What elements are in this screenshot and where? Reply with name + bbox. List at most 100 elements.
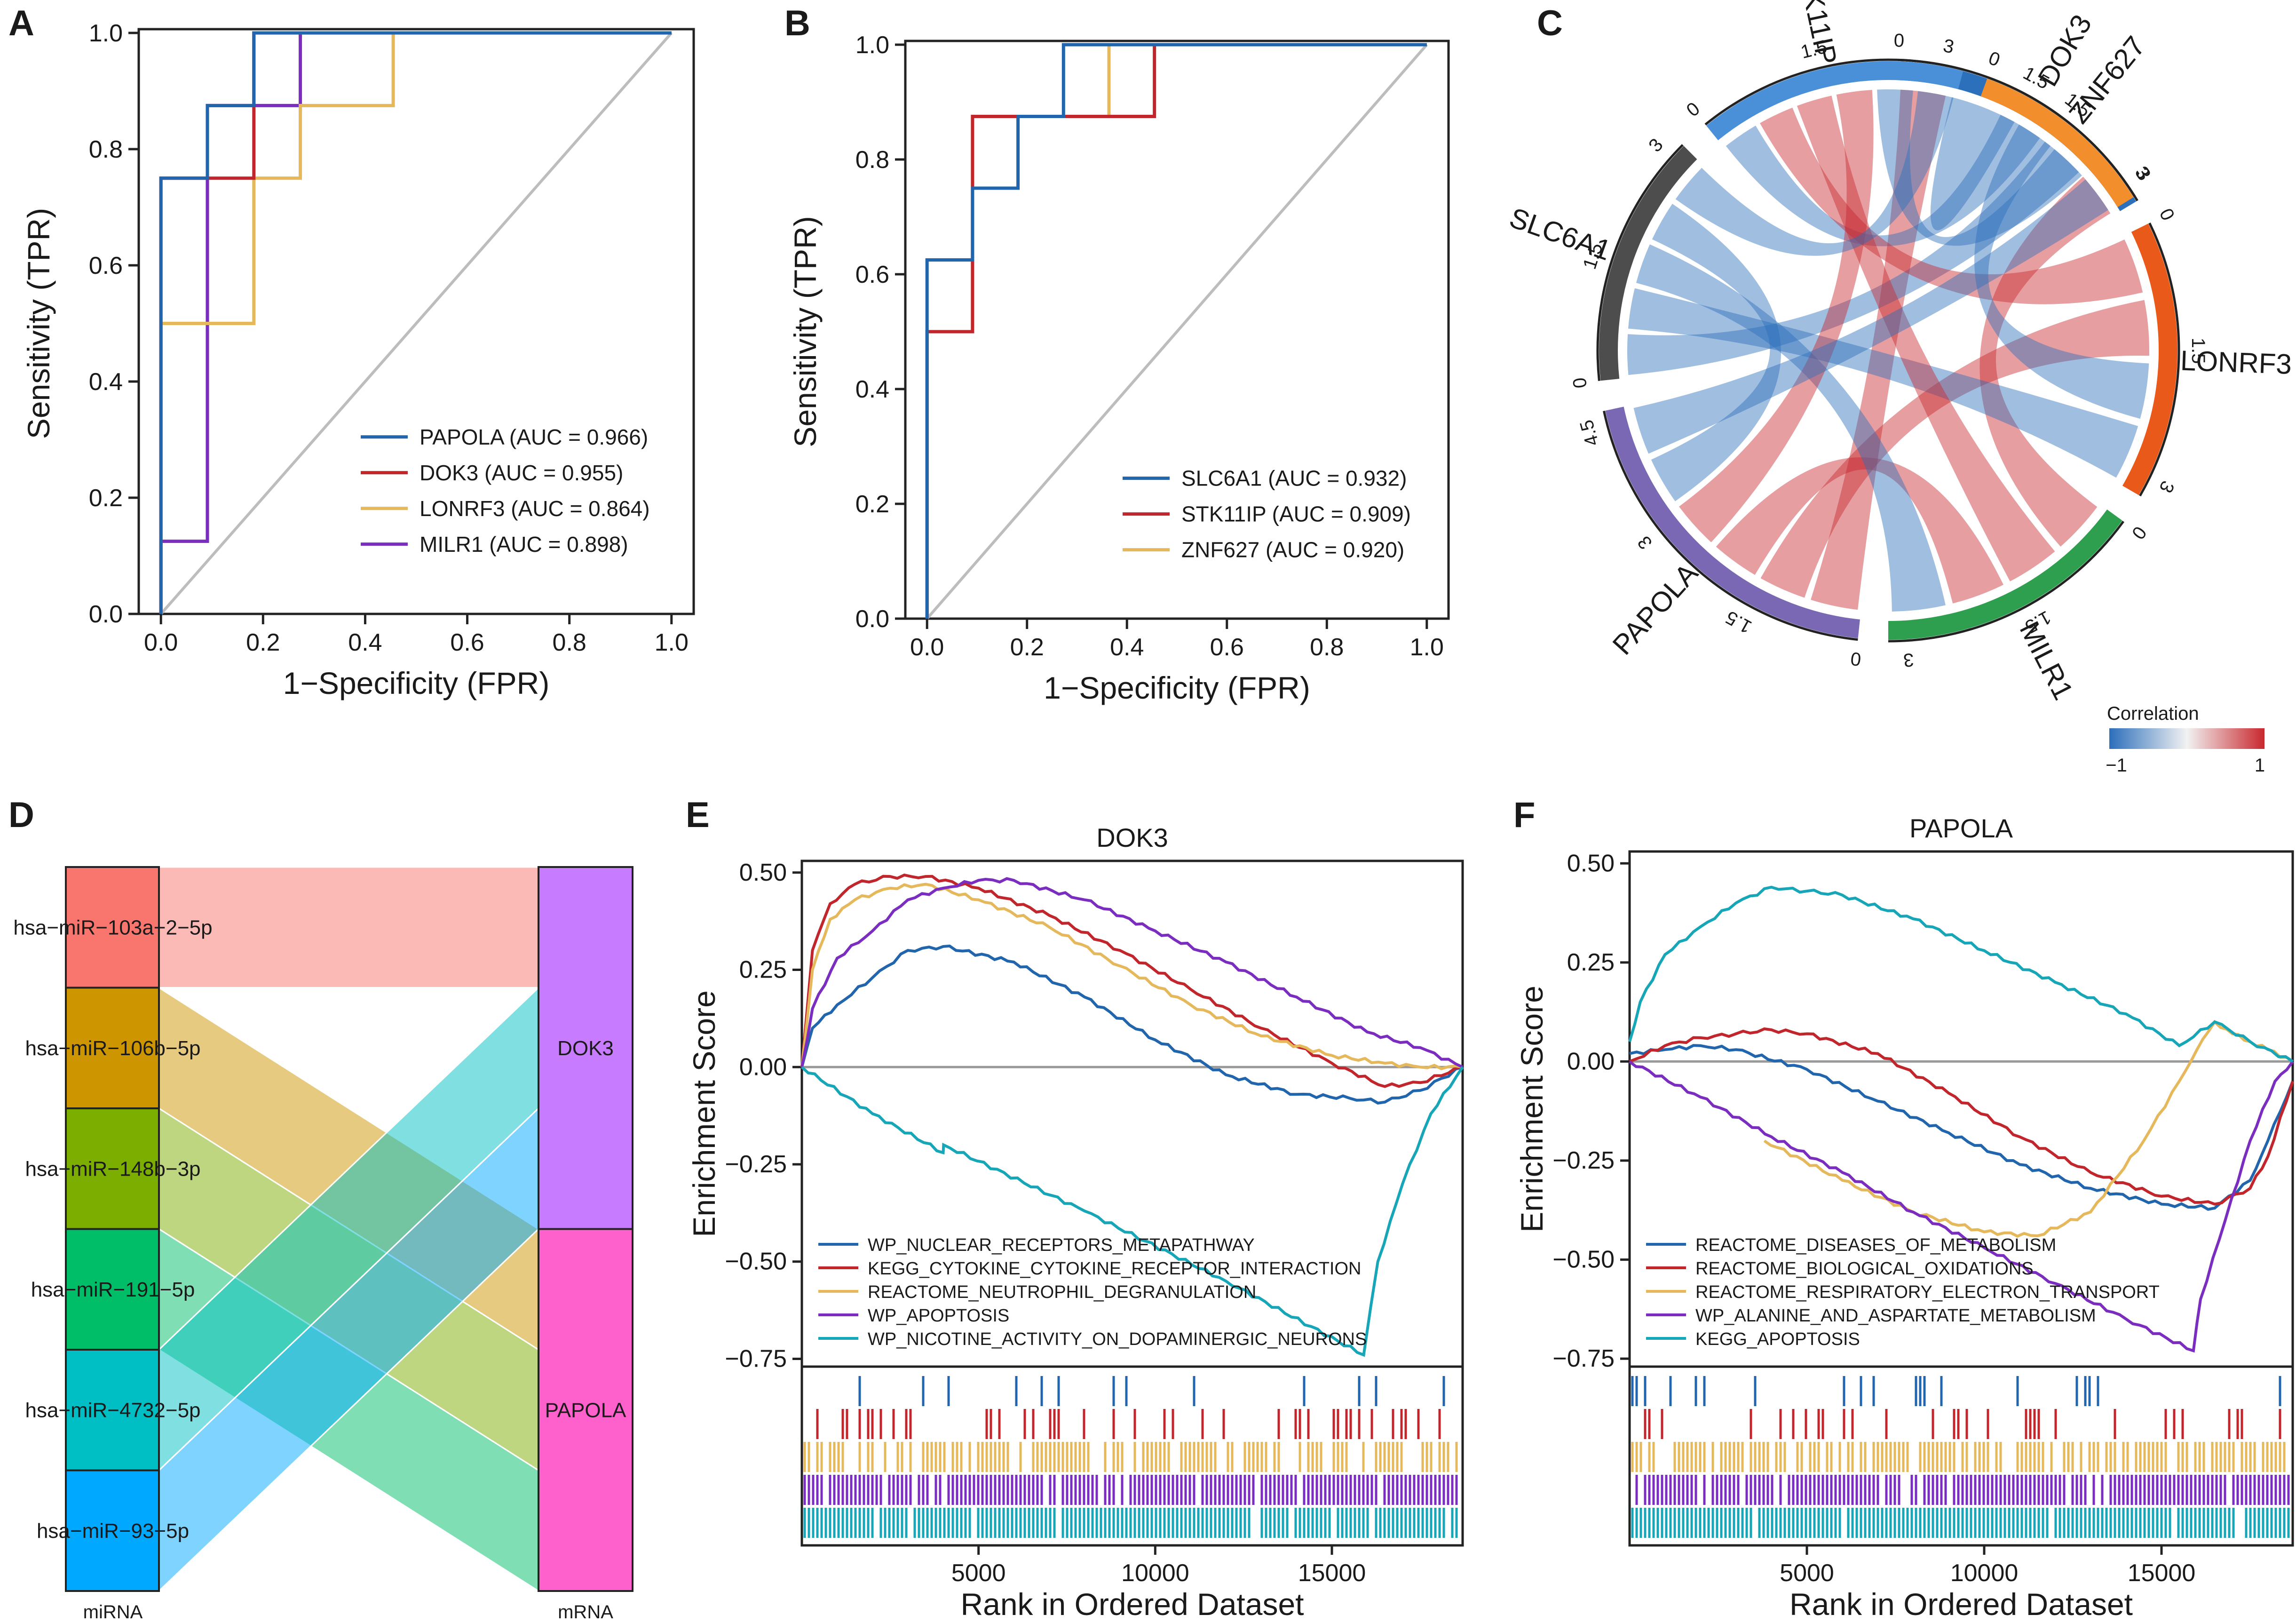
- chord-sector-papola: [1605, 406, 1860, 638]
- y-tick-label: −0.50: [1552, 1246, 1615, 1273]
- legend-label: PAPOLA (AUC = 0.966): [420, 425, 648, 449]
- sector-tick-label: 3: [1645, 135, 1667, 156]
- y-tick-label: 0.4: [855, 376, 889, 403]
- legend-label: LONRF3 (AUC = 0.864): [420, 496, 650, 521]
- x-tick-label: 10000: [1121, 1559, 1189, 1587]
- legend-label: REACTOME_RESPIRATORY_ELECTRON_TRANSPORT: [1695, 1282, 2160, 1302]
- y-tick-label: 0.00: [739, 1053, 787, 1081]
- y-tick-label: −0.25: [725, 1151, 787, 1178]
- y-tick-label: 0.00: [1567, 1048, 1615, 1075]
- chord-link: [1726, 114, 2040, 247]
- x-tick-label: 0.6: [1210, 634, 1244, 661]
- chord-link: [1760, 107, 2143, 304]
- enrichment-curve: [800, 873, 1463, 1088]
- sankey-node-mirna: [65, 866, 160, 989]
- y-axis-title: Sensitivity (TPR): [21, 208, 56, 439]
- sankey-node-mirna: [65, 1469, 160, 1592]
- hit-rug: [1631, 1376, 2281, 1406]
- sector-tick-label: 0: [1986, 48, 2003, 71]
- legend-label: REACTOME_NEUTROPHIL_DEGRANULATION: [868, 1282, 1256, 1302]
- sankey-node-label: hsa−miR−191−5p: [31, 1278, 195, 1301]
- hit-rug: [816, 1409, 1441, 1439]
- y-tick-label: 0.4: [89, 368, 123, 396]
- chord-link: [1930, 97, 2015, 231]
- chord-link: [1633, 179, 2108, 454]
- panel-letter-a: A: [8, 3, 34, 43]
- sector-axis: [1704, 58, 1964, 126]
- sector-tick-label: 3: [1903, 649, 1915, 670]
- gsea-panel-f: PAPOLA 0.50 0.25 0.00 −0.25 −0.50 −0.75 5000 100…: [1514, 813, 2294, 1622]
- panel-letter-e: E: [686, 795, 710, 835]
- chord-link: [1636, 244, 1946, 612]
- y-tick-label: 1.0: [89, 20, 123, 47]
- plot-frame: [137, 28, 695, 615]
- legend-label: WP_APOPTOSIS: [868, 1306, 1009, 1326]
- chord-link: [1628, 288, 2138, 478]
- y-tick-label: 0.25: [1567, 949, 1615, 976]
- colorbar-min-label: −1: [2106, 755, 2127, 776]
- chord-link: [1760, 300, 2149, 598]
- sankey-node-mrna: [538, 1228, 633, 1592]
- y-tick-label: −0.25: [1552, 1147, 1615, 1174]
- roc-curve: [159, 31, 672, 614]
- chord-sector-znf627: [1980, 79, 2134, 207]
- sector-label: MILR1: [2013, 616, 2079, 705]
- legend-label: ZNF627 (AUC = 0.920): [1181, 538, 1404, 562]
- sankey-node-mrna: [538, 866, 633, 1230]
- sector-tick-label: 0: [1893, 30, 1905, 51]
- chord-link: [1627, 142, 2079, 375]
- sector-tick-label: 0: [2128, 522, 2151, 543]
- sankey-node-label: PAPOLA: [545, 1399, 626, 1422]
- sector-tick-label: 0: [2155, 205, 2178, 223]
- roc-curve: [925, 43, 1427, 619]
- sankey-node-label: hsa−miR−93−5p: [37, 1520, 189, 1543]
- legend-label: KEGG_APOPTOSIS: [1695, 1329, 1860, 1349]
- roc-panel-b: 0.0 0.2 0.4 0.6 0.8 1.0 0.0 0.2 0.4 0.6 0.8 1.0 1−Sp…: [788, 32, 1450, 705]
- x-tick-label: 15000: [1298, 1559, 1366, 1587]
- gsea-title: DOK3: [1096, 823, 1168, 852]
- sankey-node-mirna: [65, 1349, 160, 1472]
- chord-link: [1877, 89, 2082, 246]
- hit-rug: [858, 1376, 1445, 1406]
- chord-link: [1979, 176, 2111, 547]
- legend-label: MILR1 (AUC = 0.898): [420, 532, 628, 557]
- sector-tick-label: 0: [1683, 98, 1704, 121]
- y-tick-label: 0.2: [855, 491, 889, 518]
- x-tick-label: 0.4: [1110, 634, 1144, 661]
- sankey-node-label: hsa−miR−106b−5p: [25, 1037, 200, 1060]
- enrichment-curve: [1629, 1044, 2294, 1211]
- sector-label: LONRF3: [2180, 345, 2292, 380]
- x-axis-title: 1−Specificity (FPR): [283, 666, 550, 700]
- colorbar-title: Correlation: [2107, 703, 2199, 724]
- sankey-node-label: hsa−miR−148b−3p: [25, 1157, 200, 1180]
- chord-link: [1716, 457, 2003, 604]
- gsea-title: PAPOLA: [1909, 813, 2013, 843]
- hit-rug: [803, 1475, 1458, 1505]
- gsea-panel-e: DOK3 0.50 0.25 0.00 −0.25 −0.50 −0.75 5000 10000…: [687, 823, 1464, 1622]
- sector-tick-label: 0: [1569, 377, 1591, 390]
- y-tick-label: 0.2: [89, 485, 123, 512]
- x-axis-title: Rank in Ordered Dataset: [960, 1587, 1304, 1622]
- y-tick-label: 0.8: [855, 146, 889, 174]
- x-axis-title: Rank in Ordered Dataset: [1789, 1587, 2133, 1622]
- sector-tick-label: 0: [1850, 648, 1862, 669]
- sector-tick-label: 1.5: [2188, 338, 2209, 364]
- x-tick-label: 15000: [2128, 1559, 2196, 1587]
- sector-axis: [1987, 76, 2136, 197]
- sector-label: STK11IP: [1789, 0, 1843, 67]
- panel-letter-c: C: [1537, 3, 1563, 43]
- y-axis-title: Enrichment Score: [1514, 986, 1549, 1233]
- legend-label: WP_NUCLEAR_RECEPTORS_METAPATHWAY: [868, 1235, 1255, 1255]
- y-tick-label: 0.6: [855, 261, 889, 288]
- sector-label: SLC6A1: [1505, 202, 1615, 267]
- sector-axis: [1888, 520, 2125, 643]
- x-tick-label: 1.0: [655, 629, 689, 656]
- hit-rug: [1631, 1508, 2290, 1538]
- x-tick-label: 0.0: [910, 634, 944, 661]
- y-tick-label: 0.8: [89, 136, 123, 163]
- x-tick-label: 5000: [1780, 1559, 1834, 1587]
- y-tick-label: −0.75: [725, 1345, 787, 1372]
- sector-label: PAPOLA: [1607, 557, 1704, 661]
- y-tick-label: −0.75: [1552, 1345, 1615, 1372]
- sankey-node-label: DOK3: [557, 1037, 614, 1060]
